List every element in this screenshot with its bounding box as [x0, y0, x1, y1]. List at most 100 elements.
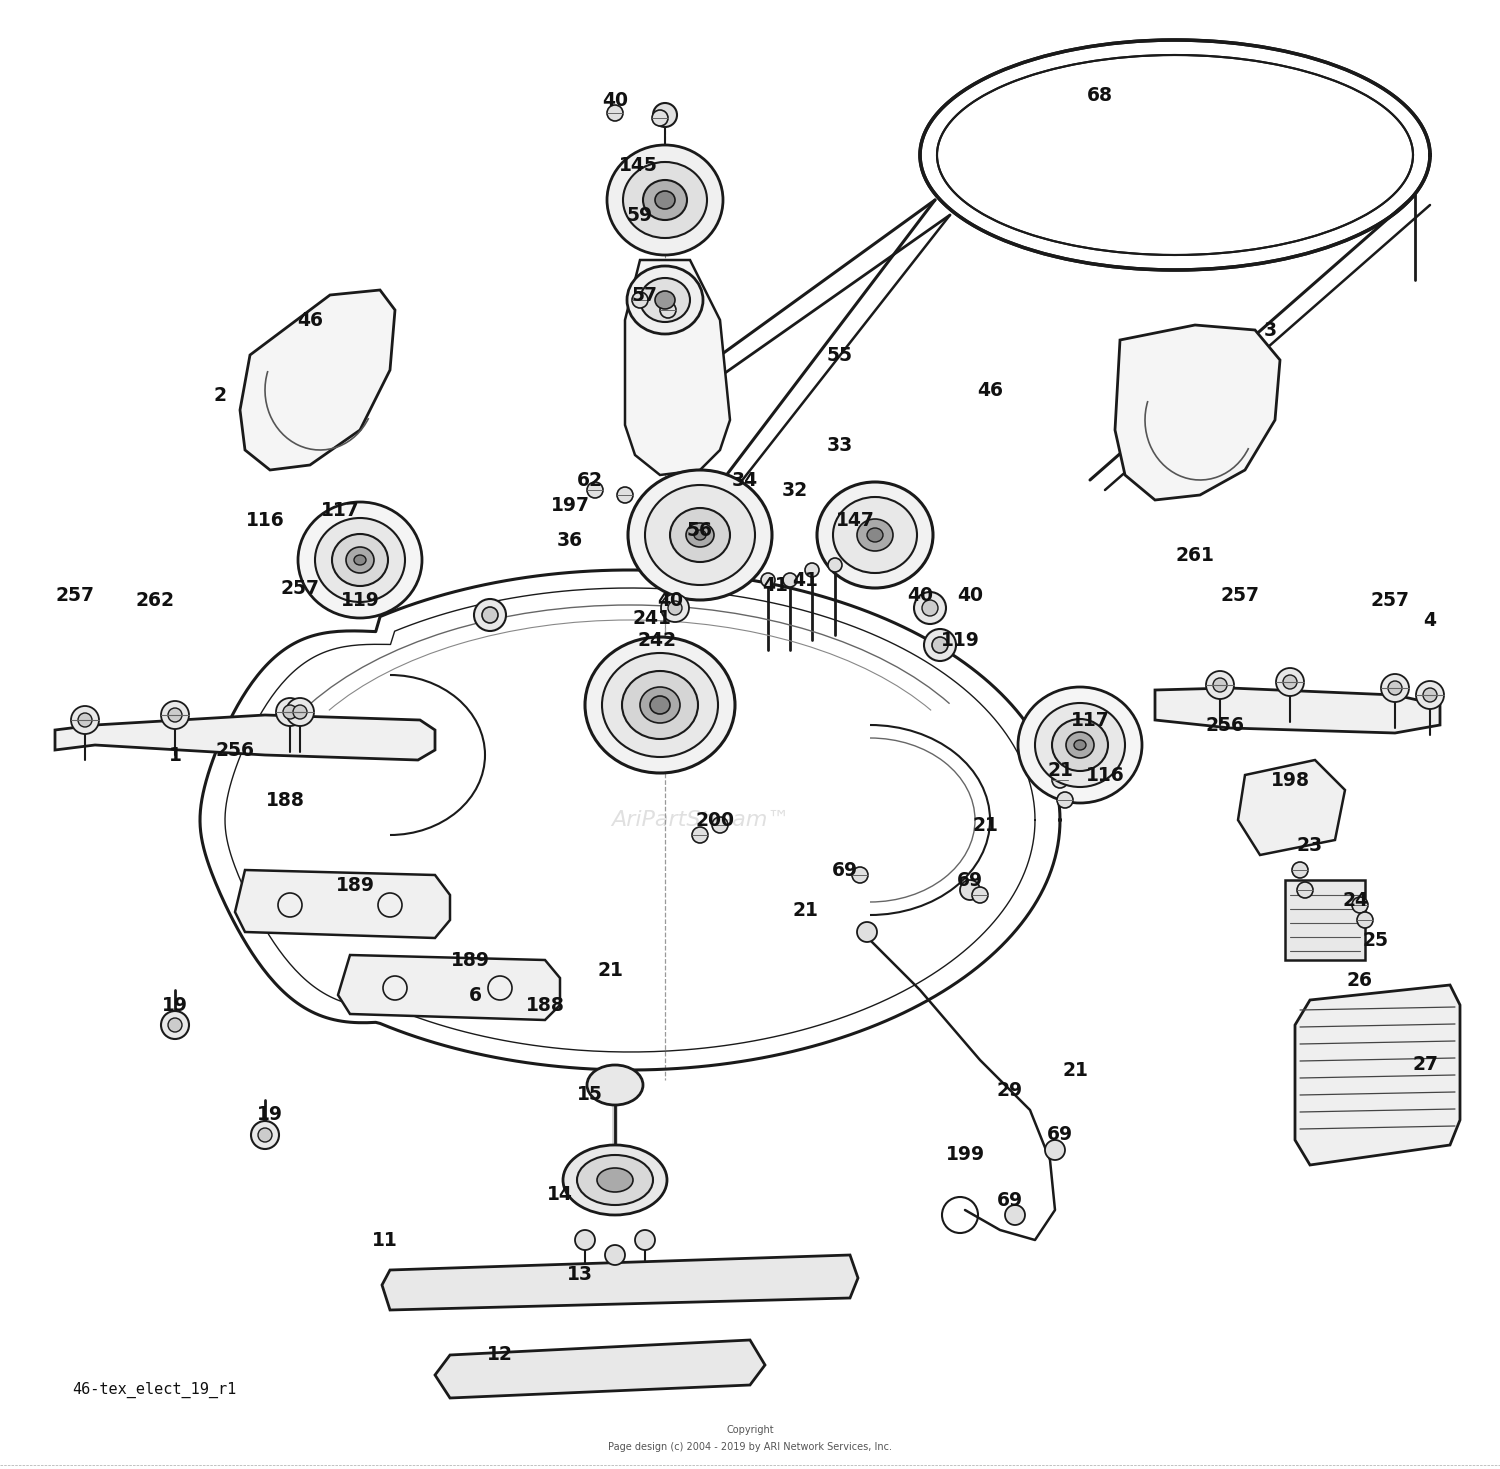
Circle shape — [924, 629, 956, 661]
Ellipse shape — [562, 1144, 668, 1215]
Text: 19: 19 — [256, 1106, 284, 1124]
Circle shape — [292, 705, 308, 718]
Ellipse shape — [645, 485, 754, 585]
Circle shape — [662, 593, 688, 621]
Text: 21: 21 — [1062, 1061, 1088, 1080]
Circle shape — [258, 1128, 272, 1141]
Text: Page design (c) 2004 - 2019 by ARI Network Services, Inc.: Page design (c) 2004 - 2019 by ARI Netwo… — [608, 1443, 892, 1451]
Polygon shape — [338, 955, 560, 1019]
Text: 69: 69 — [998, 1190, 1023, 1209]
Ellipse shape — [656, 291, 675, 308]
Circle shape — [1276, 668, 1304, 696]
Text: 199: 199 — [945, 1146, 984, 1165]
Text: 13: 13 — [567, 1265, 592, 1284]
Text: 188: 188 — [525, 996, 564, 1015]
Ellipse shape — [597, 1168, 633, 1191]
Text: 15: 15 — [578, 1086, 603, 1105]
Circle shape — [168, 1018, 182, 1033]
Circle shape — [1352, 898, 1368, 914]
Ellipse shape — [627, 266, 704, 333]
Text: 40: 40 — [957, 586, 982, 605]
Circle shape — [574, 1230, 596, 1250]
Ellipse shape — [608, 145, 723, 256]
Circle shape — [932, 638, 948, 654]
Circle shape — [168, 708, 182, 721]
Text: 68: 68 — [1088, 85, 1113, 104]
Polygon shape — [435, 1340, 765, 1398]
Ellipse shape — [856, 519, 892, 551]
Polygon shape — [1238, 759, 1346, 855]
Text: 242: 242 — [638, 630, 676, 649]
Circle shape — [1292, 862, 1308, 878]
Text: 1: 1 — [168, 745, 182, 764]
Circle shape — [251, 1121, 279, 1149]
Text: 256: 256 — [216, 740, 255, 759]
Polygon shape — [626, 260, 730, 474]
Text: 34: 34 — [732, 470, 758, 489]
Text: 69: 69 — [1047, 1125, 1072, 1144]
Circle shape — [960, 880, 980, 900]
Text: 32: 32 — [782, 480, 808, 499]
Circle shape — [828, 558, 842, 571]
Circle shape — [856, 923, 877, 942]
Circle shape — [1058, 792, 1072, 808]
Polygon shape — [1294, 986, 1460, 1165]
Text: 257: 257 — [1221, 586, 1260, 605]
Text: 59: 59 — [627, 206, 652, 225]
Text: 21: 21 — [1047, 761, 1072, 780]
Ellipse shape — [332, 535, 388, 586]
Text: 21: 21 — [597, 961, 622, 980]
Ellipse shape — [298, 502, 422, 618]
Text: 188: 188 — [266, 790, 305, 809]
Text: 145: 145 — [618, 156, 657, 175]
Text: 200: 200 — [696, 811, 735, 830]
Text: 147: 147 — [836, 511, 874, 529]
Circle shape — [474, 599, 506, 632]
Circle shape — [78, 712, 92, 727]
Text: 21: 21 — [972, 815, 998, 834]
Text: 23: 23 — [1298, 836, 1323, 855]
Text: 6: 6 — [468, 986, 482, 1005]
Text: 12: 12 — [488, 1346, 513, 1365]
Circle shape — [1358, 912, 1372, 928]
Text: 19: 19 — [162, 996, 188, 1015]
Text: 55: 55 — [827, 345, 854, 364]
Ellipse shape — [833, 497, 916, 573]
Text: 257: 257 — [56, 586, 94, 605]
Ellipse shape — [622, 671, 698, 739]
Ellipse shape — [686, 523, 714, 546]
Circle shape — [1298, 881, 1312, 898]
Text: 14: 14 — [548, 1185, 573, 1205]
Circle shape — [586, 482, 603, 498]
Text: 29: 29 — [998, 1081, 1023, 1099]
Circle shape — [922, 599, 938, 616]
Ellipse shape — [602, 654, 718, 757]
Polygon shape — [236, 870, 450, 939]
Circle shape — [1382, 674, 1408, 702]
Text: 3: 3 — [1263, 320, 1276, 339]
Circle shape — [652, 110, 668, 126]
Ellipse shape — [1052, 718, 1108, 771]
Ellipse shape — [1066, 732, 1094, 758]
Polygon shape — [240, 289, 394, 470]
Text: 25: 25 — [1362, 930, 1388, 949]
Circle shape — [616, 488, 633, 502]
Text: 189: 189 — [336, 876, 375, 895]
Ellipse shape — [1019, 687, 1142, 804]
Text: 197: 197 — [550, 495, 590, 514]
Text: 24: 24 — [1342, 890, 1368, 909]
Text: 41: 41 — [762, 576, 788, 595]
Text: 241: 241 — [633, 608, 672, 627]
Text: 33: 33 — [827, 435, 854, 454]
Polygon shape — [56, 715, 435, 759]
Text: 40: 40 — [602, 91, 628, 110]
Circle shape — [783, 573, 796, 588]
Text: 57: 57 — [632, 285, 658, 304]
Text: 11: 11 — [372, 1231, 398, 1250]
Ellipse shape — [694, 530, 706, 541]
Ellipse shape — [346, 546, 374, 573]
Text: Copyright: Copyright — [726, 1425, 774, 1435]
Text: 261: 261 — [1176, 545, 1215, 564]
Circle shape — [1005, 1205, 1025, 1225]
Text: 119: 119 — [940, 630, 980, 649]
